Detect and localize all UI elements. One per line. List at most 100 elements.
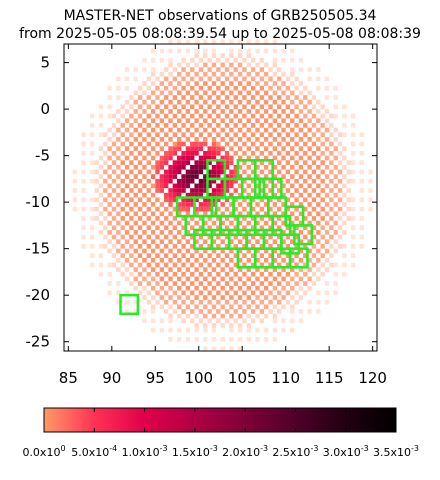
heatmap-cell: [190, 192, 195, 198]
heatmap-cell: [216, 76, 221, 82]
heatmap-cell: [81, 141, 86, 147]
heatmap-cell: [116, 164, 121, 170]
heatmap-cell: [146, 262, 151, 268]
heatmap-cell: [294, 95, 299, 100]
heatmap-cell: [329, 225, 334, 231]
heatmap-cell: [329, 262, 334, 268]
heatmap-cell: [263, 248, 269, 254]
heatmap-cell: [229, 230, 234, 235]
heatmap-cell: [203, 202, 208, 207]
heatmap-cell: [320, 244, 325, 249]
heatmap-cell: [224, 155, 230, 161]
heatmap-cell: [150, 220, 156, 226]
probability-heatmap: [72, 39, 373, 351]
heatmap-cell: [172, 262, 178, 268]
heatmap-cell: [133, 99, 138, 105]
heatmap-cell: [263, 137, 269, 142]
heatmap-cell: [194, 206, 199, 212]
heatmap-cell: [242, 132, 247, 138]
heatmap-cell: [198, 95, 204, 100]
heatmap-cell: [242, 281, 247, 286]
heatmap-cell: [281, 146, 286, 151]
heatmap-cell: [103, 160, 108, 165]
heatmap-cell: [277, 225, 282, 231]
heatmap-cell: [259, 150, 264, 156]
heatmap-cell: [342, 220, 347, 226]
heatmap-cell: [216, 197, 221, 203]
heatmap-cell: [259, 206, 264, 212]
heatmap-cell: [224, 271, 230, 277]
heatmap-cell: [277, 123, 282, 128]
heatmap-cell: [155, 262, 160, 268]
heatmap-cell: [359, 206, 364, 212]
heatmap-cell: [185, 90, 191, 96]
heatmap-cell: [194, 197, 199, 203]
heatmap-cell: [268, 113, 273, 119]
heatmap-cell: [272, 313, 278, 319]
heatmap-cell: [98, 192, 104, 198]
heatmap-cell: [207, 234, 212, 240]
heatmap-cell: [90, 253, 95, 258]
heatmap-cell: [242, 113, 247, 119]
heatmap-cell: [277, 141, 282, 147]
heatmap-cell: [281, 276, 286, 282]
y-tick-label: 5: [40, 54, 50, 72]
heatmap-cell: [181, 318, 186, 324]
heatmap-cell: [203, 267, 208, 272]
heatmap-cell: [229, 327, 234, 333]
x-tick-label: 85: [59, 369, 78, 387]
heatmap-cell: [350, 132, 356, 138]
heatmap-cell: [142, 276, 147, 282]
heatmap-cell: [307, 67, 312, 72]
heatmap-cell: [290, 230, 295, 235]
heatmap-cell: [224, 188, 230, 193]
heatmap-cell: [307, 155, 312, 161]
heatmap-cell: [307, 202, 312, 207]
heatmap-cell: [207, 262, 212, 268]
heatmap-cell: [255, 183, 260, 189]
heatmap-cell: [172, 253, 178, 258]
heatmap-cell: [277, 244, 282, 249]
heatmap-cell: [246, 192, 251, 198]
heatmap-cell: [163, 225, 169, 231]
heatmap-cell: [268, 253, 273, 258]
heatmap-cell: [294, 197, 299, 203]
heatmap-cell: [150, 81, 156, 86]
heatmap-cell: [220, 346, 225, 351]
heatmap-cell: [120, 178, 125, 184]
heatmap-cell: [324, 267, 330, 272]
heatmap-cell: [129, 188, 134, 193]
heatmap-cell: [190, 188, 195, 193]
heatmap-cell: [294, 216, 299, 221]
heatmap-cell: [307, 230, 312, 235]
y-tick-label: -5: [35, 147, 50, 165]
heatmap-cell: [137, 85, 143, 91]
heatmap-cell: [220, 137, 225, 142]
heatmap-cell: [163, 123, 169, 128]
heatmap-cell: [177, 239, 182, 245]
heatmap-cell: [172, 183, 178, 189]
heatmap-cell: [116, 109, 121, 114]
heatmap-cell: [224, 244, 230, 249]
heatmap-cell: [268, 150, 273, 156]
heatmap-cell: [255, 90, 260, 96]
heatmap-cell: [359, 178, 364, 184]
heatmap-cell: [320, 150, 325, 156]
heatmap-cell: [237, 239, 243, 245]
heatmap-cell: [324, 127, 330, 133]
heatmap-cell: [329, 169, 334, 175]
heatmap-cell: [242, 244, 247, 249]
heatmap-cell: [220, 109, 225, 114]
heatmap-cell: [107, 146, 112, 151]
heatmap-cell: [229, 118, 234, 124]
heatmap-cell: [337, 169, 343, 175]
heatmap-cell: [229, 304, 234, 310]
heatmap-cell: [142, 155, 147, 161]
heatmap-cell: [259, 132, 264, 138]
heatmap-cell: [163, 178, 169, 184]
heatmap-cell: [224, 164, 230, 170]
heatmap-cell: [307, 174, 312, 179]
heatmap-cell: [168, 211, 173, 217]
heatmap-cell: [250, 262, 256, 268]
heatmap-cell: [129, 253, 134, 258]
